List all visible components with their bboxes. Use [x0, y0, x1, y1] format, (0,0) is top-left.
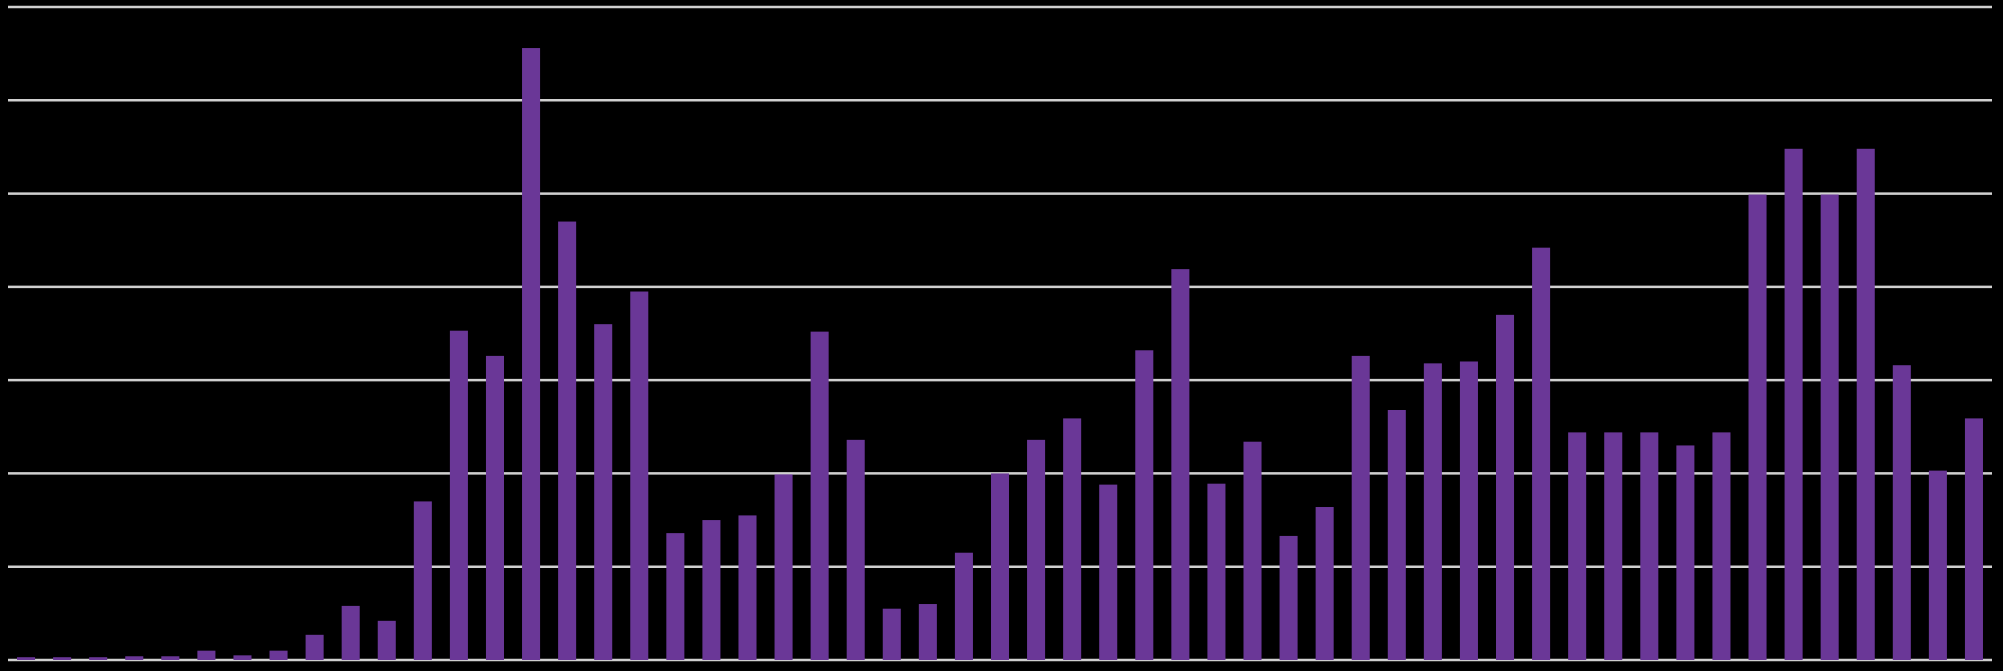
bar: [1676, 445, 1695, 660]
bar: [1928, 470, 1947, 660]
bar: [1784, 148, 1803, 660]
bar: [233, 655, 252, 660]
bar: [305, 634, 324, 660]
bar: [1604, 432, 1623, 660]
bar: [1748, 194, 1767, 661]
bar: [702, 520, 721, 660]
bar: [161, 656, 180, 660]
bar: [1459, 361, 1478, 660]
bar: [990, 473, 1010, 660]
bar: [1351, 355, 1370, 660]
bar: [1712, 432, 1731, 660]
bar: [1820, 194, 1839, 661]
bar: [1964, 418, 1983, 660]
bar: [377, 620, 396, 660]
bar: [1207, 483, 1226, 660]
bar: [1315, 507, 1334, 660]
bar: [1856, 148, 1875, 660]
bar: [89, 657, 108, 660]
bar: [1423, 363, 1442, 660]
bar: [558, 221, 577, 661]
bar: [341, 605, 360, 660]
bar: [1892, 365, 1911, 660]
bar: [125, 656, 144, 660]
bar: [1063, 418, 1082, 660]
bar: [594, 324, 613, 660]
bar: [882, 608, 901, 660]
bar: [522, 48, 541, 660]
bar: [810, 331, 829, 660]
bar: [1171, 269, 1190, 660]
bar: [738, 515, 757, 660]
bar: [666, 533, 685, 660]
bar: [630, 291, 649, 660]
bar: [1496, 314, 1515, 660]
bar: [413, 501, 432, 660]
bar: [449, 330, 468, 660]
bar: [269, 650, 288, 660]
bar: [954, 552, 973, 660]
bar: [1568, 432, 1587, 660]
bar: [1640, 432, 1659, 660]
bar: [1135, 350, 1154, 660]
bar: [774, 474, 793, 660]
bar: [846, 439, 865, 660]
bar: [197, 650, 216, 660]
bar: [1532, 247, 1551, 661]
bar: [1243, 441, 1262, 660]
bar: [53, 657, 72, 660]
bar: [17, 657, 36, 660]
bar: [485, 355, 504, 660]
bar: [1099, 484, 1118, 660]
bar: [918, 604, 937, 660]
bar: [1279, 535, 1298, 660]
bar: [1387, 409, 1406, 660]
bar: [1027, 439, 1046, 660]
